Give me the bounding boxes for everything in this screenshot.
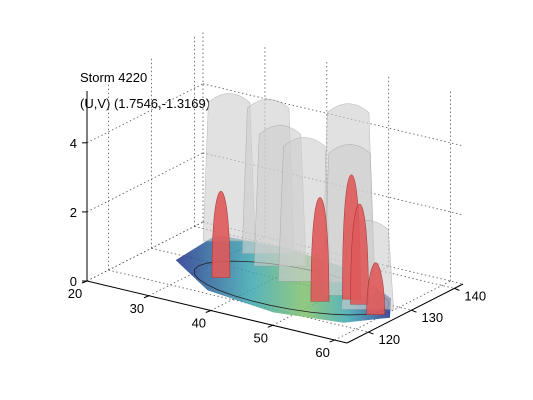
x-tick bbox=[143, 295, 150, 299]
z-tick-label: 4 bbox=[70, 136, 77, 151]
x-tick-label: 40 bbox=[192, 316, 206, 331]
grid-line bbox=[202, 83, 464, 147]
x-tick-label: 20 bbox=[68, 286, 82, 301]
x-tick bbox=[205, 310, 211, 313]
x-tick bbox=[267, 324, 273, 328]
y-tick-label: 120 bbox=[378, 332, 400, 347]
y-tick bbox=[454, 287, 460, 291]
grid-line bbox=[86, 83, 204, 144]
y-axis-line bbox=[346, 283, 464, 344]
axes-layer bbox=[81, 91, 464, 344]
z-tick-label: 0 bbox=[70, 274, 77, 289]
tick-label-layer: 20 30 40 50 60 120 130 140 0 2 4 bbox=[68, 136, 486, 360]
grid-line bbox=[334, 280, 451, 341]
x-tick-label: 50 bbox=[253, 330, 267, 345]
x-tick bbox=[329, 339, 335, 343]
x-tick-label: 30 bbox=[130, 301, 144, 316]
y-tick bbox=[368, 331, 374, 335]
y-tick bbox=[411, 309, 417, 313]
grid-line bbox=[86, 152, 204, 213]
y-tick-label: 140 bbox=[464, 288, 486, 303]
storm-core bbox=[310, 197, 330, 302]
x-axis-line bbox=[86, 280, 348, 344]
storm-core bbox=[350, 203, 369, 305]
chart-subtitle: (U,V) (1.7546,-1.3169) bbox=[80, 96, 211, 111]
chart-title: Storm 4220 bbox=[80, 70, 148, 85]
z-tick-label: 2 bbox=[70, 205, 77, 220]
storm-core bbox=[211, 190, 231, 278]
grid-line bbox=[108, 269, 369, 333]
grid-line bbox=[86, 221, 204, 282]
x-tick-label: 60 bbox=[315, 345, 329, 360]
storm-core bbox=[366, 262, 385, 315]
y-tick-label: 130 bbox=[421, 310, 443, 325]
storm-core-layer bbox=[211, 174, 385, 315]
